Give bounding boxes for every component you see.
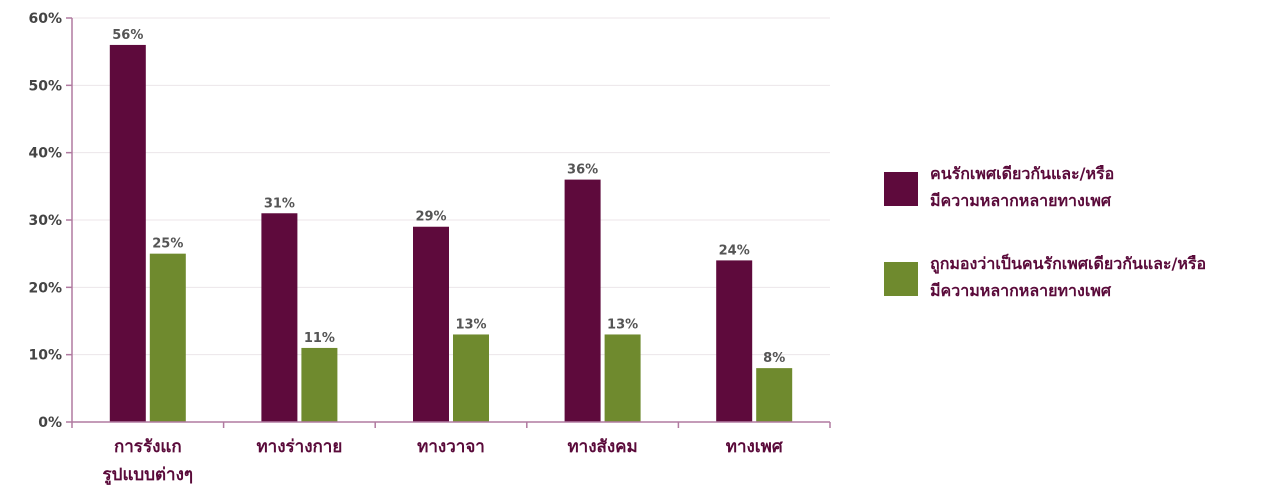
y-tick-label: 60%: [28, 11, 62, 27]
data-label-series-2-4: 13%: [607, 317, 638, 332]
y-axis-ticks: 0% 10% 20% 30% 40% 50% 60%: [28, 11, 72, 431]
bar-series-2-4: [604, 334, 641, 422]
bar-series-2-2: [301, 347, 338, 422]
category-label-2: ทางร่างกาย: [256, 437, 342, 457]
y-tick-label: 0%: [38, 415, 62, 431]
category-label-5: ทางเพศ: [726, 437, 784, 457]
bar-series-1-2: [261, 213, 298, 422]
legend-swatch-series-2: [884, 262, 918, 296]
data-label-series-2-3: 13%: [455, 317, 486, 332]
y-tick-label: 30%: [28, 213, 62, 229]
data-labels: 56% 25% 31% 11% 29% 13% 36% 13% 24% 8%: [112, 28, 785, 366]
y-tick-label: 20%: [28, 280, 62, 296]
bar-series-2-3: [453, 334, 489, 422]
bars: [109, 44, 793, 422]
data-label-series-1-4: 36%: [567, 163, 598, 178]
bar-series-2-1: [149, 253, 186, 422]
bar-series-2-5: [756, 368, 793, 422]
bar-chart: 0% 10% 20% 30% 40% 50% 60% 56% 25% 31% 11% 29% 13% 3…: [28, 11, 831, 486]
legend-item-series-1: คนรักเพศเดียวกันและ/หรือ มีความหลากหลายท…: [884, 160, 1284, 220]
y-tick-label: 50%: [28, 78, 62, 94]
y-tick-label: 10%: [28, 348, 62, 364]
x-axis-ticks: [71, 422, 831, 428]
data-label-series-2-2: 11%: [304, 331, 335, 346]
category-label-3: ทางวาจา: [417, 437, 485, 457]
legend-item-series-2: ถูกมองว่าเป็นคนรักเพศเดียวกันและ/หรือ มี…: [884, 250, 1284, 310]
bar-series-1-1: [109, 44, 146, 422]
bar-series-1-3: [413, 226, 449, 422]
legend: คนรักเพศเดียวกันและ/หรือ มีความหลากหลายท…: [884, 160, 1284, 340]
legend-swatch-series-1: [884, 172, 918, 206]
legend-label-series-1: คนรักเพศเดียวกันและ/หรือ มีความหลากหลายท…: [930, 164, 1115, 210]
bar-series-1-4: [564, 179, 601, 422]
data-label-series-1-3: 29%: [415, 210, 446, 225]
category-labels: การรังแกรูปแบบต่างๆ ทางร่างกาย ทางวาจา ทางส…: [103, 437, 784, 486]
legend-label-series-2: ถูกมองว่าเป็นคนรักเพศเดียวกันและ/หรือ มี…: [930, 254, 1207, 300]
data-label-series-2-1: 25%: [152, 237, 183, 252]
data-label-series-1-2: 31%: [264, 196, 295, 211]
data-label-series-2-5: 8%: [763, 351, 785, 366]
category-label-4: ทางสังคม: [567, 437, 637, 457]
y-tick-label: 40%: [28, 146, 62, 162]
data-label-series-1-5: 24%: [719, 243, 750, 258]
bar-series-1-5: [716, 260, 753, 422]
gridlines: [72, 17, 830, 356]
category-label-1: การรังแกรูปแบบต่างๆ: [103, 437, 193, 486]
data-label-series-1-1: 56%: [112, 28, 143, 43]
